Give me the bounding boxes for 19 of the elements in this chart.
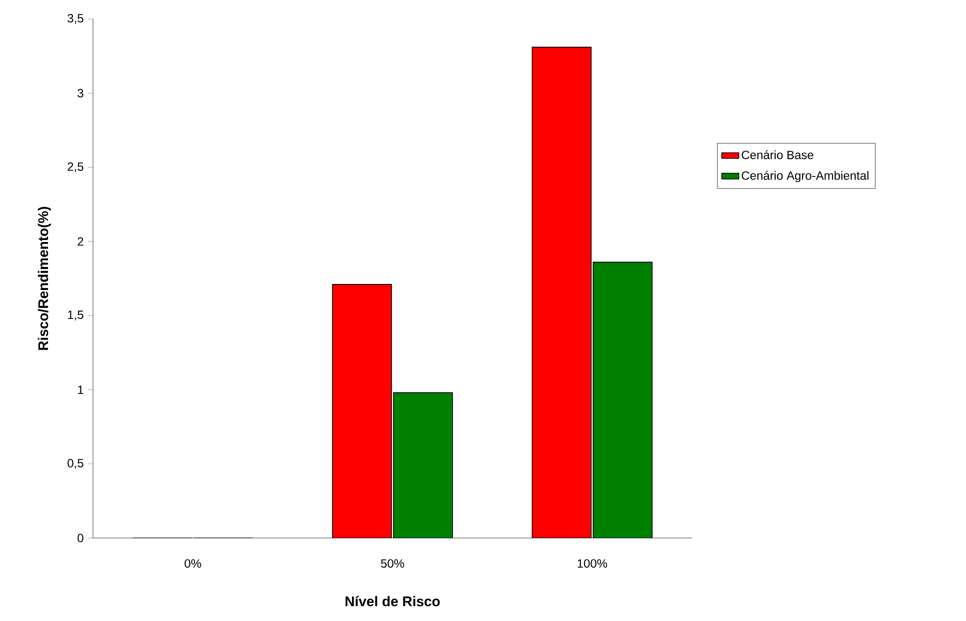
y-axis-title: Risco/Rendimento(%) (38, 206, 51, 350)
y-tick-label: 0,5 (68, 458, 84, 469)
bar (532, 46, 592, 538)
x-tick-label: 0% (184, 559, 202, 568)
x-tick-label: 50% (380, 559, 404, 568)
bar (332, 284, 392, 538)
bar (592, 262, 653, 538)
legend-label: Cenário Base (742, 150, 814, 160)
x-tick-label: 100% (578, 559, 608, 568)
y-tick-label: 0 (78, 534, 84, 542)
y-tick-label: 3,5 (68, 14, 84, 24)
y-tick-label: 1 (78, 386, 84, 394)
x-axis-title: Nível de Risco (346, 596, 440, 606)
y-tick-label: 2 (78, 237, 84, 246)
legend-label: Cenário Agro-Ambiental (742, 170, 868, 182)
y-tick-label: 1,5 (68, 310, 84, 320)
bar (393, 392, 453, 538)
y-tick-label: 3 (78, 88, 84, 98)
y-tick-label: 2,5 (68, 162, 84, 172)
